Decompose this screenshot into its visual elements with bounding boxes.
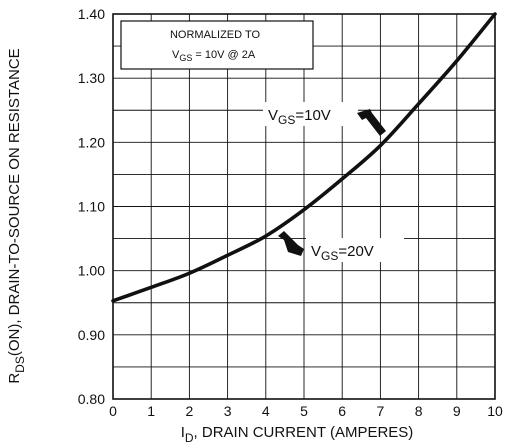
curve-label-20v-main: V [311, 243, 321, 260]
y-tick-label: 1.00 [78, 263, 105, 279]
curve-label-20v-arrow [278, 231, 304, 256]
curve-label-10v-main: V [268, 107, 278, 124]
normalization-box: NORMALIZED TO VGS = 10V @ 2A [121, 21, 313, 69]
x-tick-label: 1 [147, 403, 155, 419]
curve-label-10v: VGS=10V [263, 102, 386, 136]
x-tick-label: 2 [186, 403, 194, 419]
curve-label-10v-rest: =10V [295, 107, 330, 124]
y-tick-label: 0.90 [78, 327, 105, 343]
curve-label-20v-rest: =20V [338, 243, 373, 260]
curve-label-10v-arrow [357, 109, 386, 136]
x-tick-label: 6 [338, 403, 346, 419]
x-axis-label-sub: D [185, 431, 194, 445]
y-tick-label: 1.10 [78, 199, 105, 215]
x-tick-label: 7 [377, 403, 385, 419]
x-tick-label: 0 [109, 403, 117, 419]
y-axis-label-sub: DS [13, 356, 27, 373]
x-tick-label: 4 [262, 403, 270, 419]
y-axis-label: RDS(ON), DRAIN-TO-SOURCE ON RESISTANCE [6, 48, 27, 383]
y-axis-label-rest: (ON), DRAIN-TO-SOURCE ON RESISTANCE [6, 48, 23, 356]
normalization-line2-sub: GS [179, 53, 192, 63]
y-tick-label: 1.30 [78, 70, 105, 86]
x-tick-label: 8 [415, 403, 423, 419]
curve-label-10v-sub: GS [278, 113, 295, 127]
y-axis-label-main: R [6, 373, 23, 384]
x-tick-label: 9 [453, 403, 461, 419]
normalization-line2-rest: = 10V @ 2A [192, 49, 256, 61]
curve-label-20v: VGS=20V [278, 231, 404, 263]
normalization-line1: NORMALIZED TO [170, 29, 260, 41]
y-axis-label-group: RDS(ON), DRAIN-TO-SOURCE ON RESISTANCE [6, 48, 27, 383]
y-tick-label: 0.80 [78, 391, 105, 407]
x-axis-label-rest: , DRAIN CURRENT (AMPERES) [194, 424, 414, 441]
curve-label-20v-sub: GS [321, 249, 338, 263]
x-tick-label: 3 [224, 403, 232, 419]
y-tick-label: 1.20 [78, 134, 105, 150]
x-axis-label: ID, DRAIN CURRENT (AMPERES) [181, 424, 414, 445]
grid [113, 14, 495, 399]
x-tick-label: 10 [487, 403, 503, 419]
x-tick-label: 5 [300, 403, 308, 419]
y-tick-label: 1.40 [78, 6, 105, 22]
